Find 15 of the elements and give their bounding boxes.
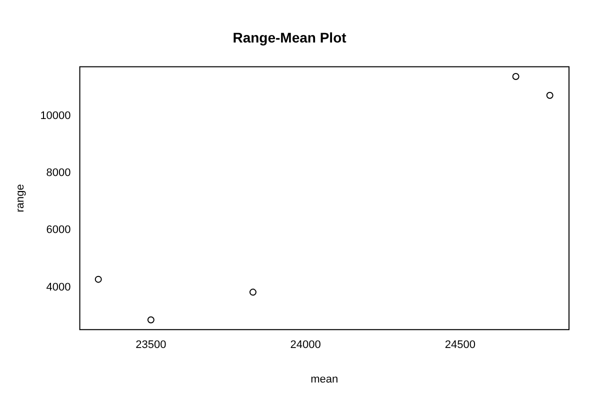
point bbox=[546, 92, 554, 99]
x-axis-title: mean bbox=[310, 373, 338, 386]
chart-title: Range-Mean Plot bbox=[232, 29, 347, 46]
point bbox=[512, 73, 520, 80]
y-tick-label: 6000 bbox=[46, 224, 71, 236]
y-axis-title: range bbox=[14, 184, 27, 212]
y-tick-label: 8000 bbox=[46, 167, 71, 180]
point bbox=[249, 288, 256, 296]
y-tick-label: 4000 bbox=[46, 281, 71, 294]
x-tick-label: 24000 bbox=[290, 339, 321, 352]
x-tick-label: 24500 bbox=[444, 339, 476, 352]
y-tick-label: 10000 bbox=[40, 110, 71, 122]
point bbox=[147, 316, 154, 324]
x-tick-label: 23500 bbox=[136, 339, 166, 352]
point bbox=[94, 276, 102, 283]
